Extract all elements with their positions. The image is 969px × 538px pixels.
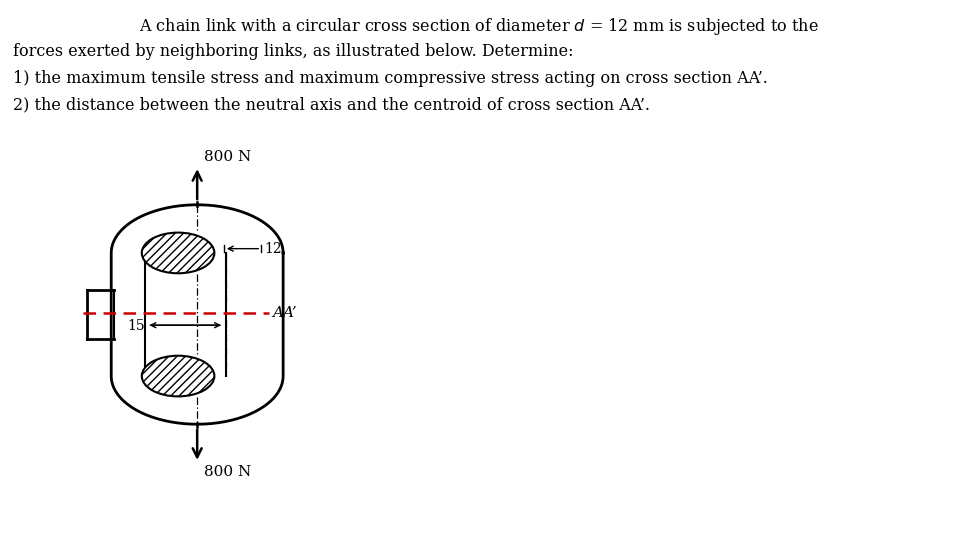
Text: 2) the distance between the neutral axis and the centroid of cross section AA’.: 2) the distance between the neutral axis… — [13, 97, 649, 114]
Text: 15: 15 — [127, 318, 144, 332]
Text: forces exerted by neighboring links, as illustrated below. Determine:: forces exerted by neighboring links, as … — [13, 43, 573, 60]
Text: 800 N: 800 N — [203, 150, 251, 164]
Text: 12: 12 — [264, 242, 281, 256]
Text: 1) the maximum tensile stress and maximum compressive stress acting on cross sec: 1) the maximum tensile stress and maximu… — [13, 70, 766, 87]
Circle shape — [141, 356, 214, 397]
Text: A chain link with a circular cross section of diameter $d$ = 12 mm is subjected : A chain link with a circular cross secti… — [139, 16, 818, 37]
Circle shape — [141, 232, 214, 273]
Text: AA’: AA’ — [272, 307, 297, 321]
Text: 800 N: 800 N — [203, 465, 251, 479]
